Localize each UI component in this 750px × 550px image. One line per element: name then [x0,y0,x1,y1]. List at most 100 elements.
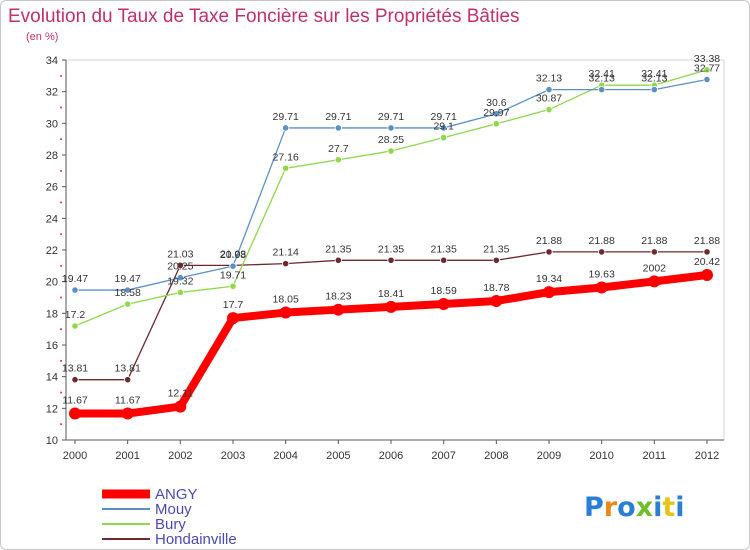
data-label: 32.13 [641,73,667,85]
chart-title: Evolution du Taux de Taxe Foncière sur l… [8,6,520,27]
y-tick-label: 24 [46,213,58,225]
data-point [703,66,711,74]
data-point [650,86,658,94]
data-point [440,133,448,142]
data-label: 29.71 [431,111,457,123]
y-tick-label: 32 [46,87,58,99]
data-label: 21.88 [641,235,667,247]
data-label: 32.41 [641,68,667,80]
data-label: 18.23 [325,291,351,303]
y-minor-tick [60,106,62,109]
data-point [598,248,606,256]
data-label: 21.35 [483,243,509,255]
data-point [174,400,187,413]
y-minor-tick [60,169,62,172]
legend-label-angy: ANGY [155,486,198,503]
y-tick-label: 16 [46,340,58,352]
y-minor-tick [60,233,62,236]
y-minor-tick [60,74,62,77]
data-point [437,297,450,310]
plot-area [65,59,725,441]
data-label: 21.03 [167,248,193,260]
data-label: 21.35 [378,243,404,255]
data-label: 13.81 [115,363,141,375]
y-tick-label: 14 [46,372,58,384]
data-point [595,281,608,294]
data-label: 28.25 [378,134,404,146]
x-tick-label: 2012 [695,450,719,462]
y-minor-tick [60,391,62,394]
proxiti-logo: Proxiti [584,492,685,523]
data-point [279,306,292,319]
y-minor-tick [60,264,62,267]
data-point [334,256,342,264]
data-label: 29.71 [273,111,299,123]
x-ticks: 2000 2001 2002 2003 2004 2005 2006 2007 2008 2009… [63,440,719,462]
unit-label: (en %) [26,31,58,43]
data-point [545,86,553,94]
data-point [492,120,500,128]
data-point [385,300,397,313]
data-point [545,248,553,256]
data-point [71,286,79,294]
data-point [703,248,711,256]
y-minor-tick [60,201,62,204]
data-label: 11.67 [115,395,141,407]
y-minor-tick [60,296,62,299]
x-tick-label: 2003 [221,450,245,462]
data-point [703,75,711,84]
data-point [124,376,132,384]
x-tick-label: 2001 [115,450,139,462]
data-point [227,312,239,325]
data-point [387,124,395,132]
y-ticks: 10 12 14 16 18 20 22 24 26 28 30 32 34 [46,55,66,447]
data-label: 18.41 [378,288,404,300]
data-label: 27.16 [273,151,299,163]
data-label: 27.7 [328,143,349,155]
data-label: 21.88 [694,235,720,247]
data-point [543,286,555,299]
legend-label-mouy: Mouy [155,501,192,518]
x-tick-label: 2005 [326,450,350,462]
data-point [332,303,345,316]
data-point [490,294,503,307]
data-label: 18.05 [273,294,299,306]
data-point [492,110,500,118]
series-layer [69,66,713,420]
data-point [71,322,79,330]
data-point [282,260,290,268]
y-minor-tick [60,138,62,141]
data-label: 32.41 [589,68,615,80]
y-tick-label: 28 [46,150,58,162]
data-point [229,262,237,270]
y-minor-tick [60,359,62,362]
data-label: 20.25 [167,261,193,273]
data-point [176,288,184,297]
y-tick-label: 22 [46,245,58,257]
x-tick-label: 2007 [431,450,455,462]
y-tick-label: 20 [46,277,58,289]
data-label: 21.35 [431,243,457,255]
data-label: 17.7 [223,299,244,311]
y-tick-label: 26 [46,182,58,194]
legend-label-bury: Bury [155,516,186,533]
data-label: 19.71 [220,269,246,281]
data-label: 17.2 [65,309,86,321]
data-label: 29.1 [433,121,454,133]
data-label: 29.71 [378,111,404,123]
data-label: 2002 [643,262,667,274]
data-label: 30.6 [486,97,507,109]
x-tick-label: 2009 [537,450,561,462]
x-tick-label: 2004 [273,450,297,462]
legend-label-hondainville: Hondainville [155,531,237,548]
data-label: 30.87 [536,93,562,105]
x-tick-label: 2002 [168,450,192,462]
y-tick-label: 30 [46,118,58,130]
data-point [440,124,448,132]
data-label: 18.59 [431,285,457,297]
data-label: 19.47 [62,273,88,285]
data-point [334,156,342,164]
data-label: 29.71 [325,111,351,123]
data-label: 18.78 [483,282,509,294]
data-point [492,256,500,264]
